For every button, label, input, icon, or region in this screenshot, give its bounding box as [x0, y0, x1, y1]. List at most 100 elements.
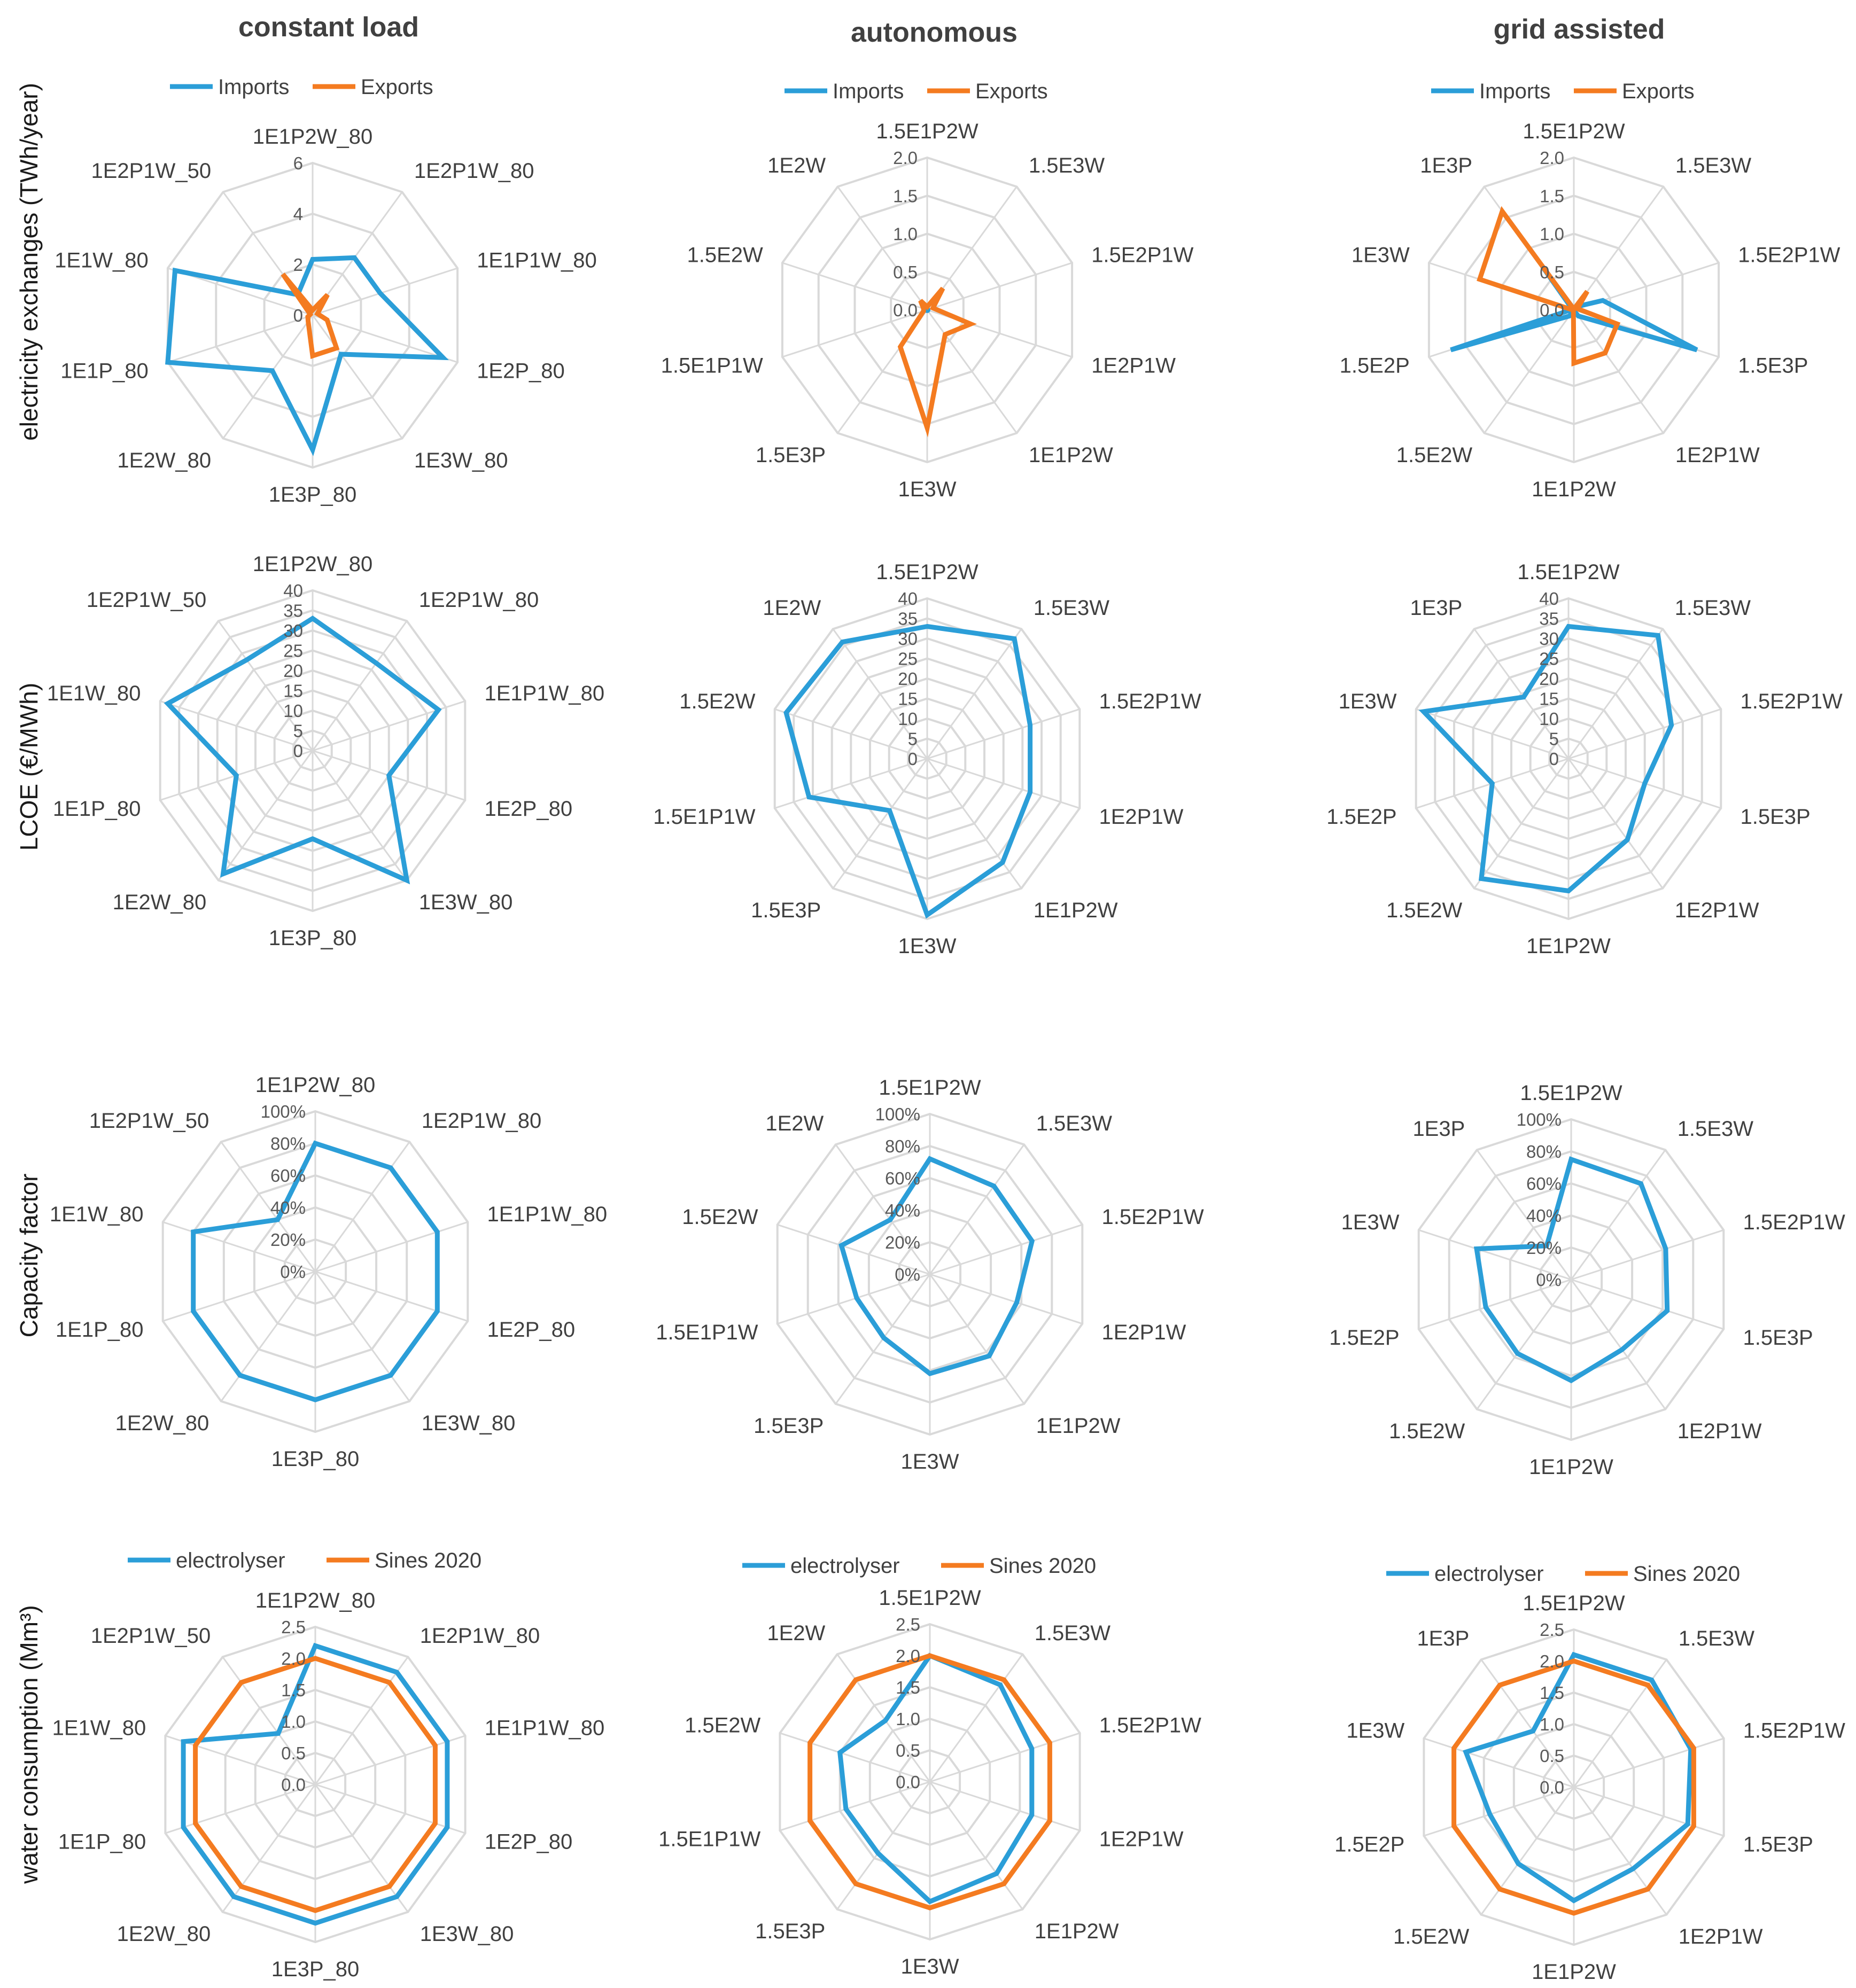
- tick-label: 60%: [1526, 1174, 1562, 1194]
- spoke: [929, 1273, 1083, 1325]
- legend-label-sines-2020: Sines 2020: [375, 1549, 482, 1572]
- category-label: 1E2P1W: [1675, 899, 1759, 922]
- category-label: 1E1P2W: [1034, 899, 1118, 922]
- tick-label: 20: [1539, 669, 1559, 689]
- column-title-constant-load: constant load: [238, 12, 419, 43]
- tick-label: 20: [898, 669, 918, 689]
- series-sines-2020: [1451, 1658, 1696, 1916]
- spoke: [1573, 186, 1664, 310]
- column-title-grid-assisted: grid assisted: [1494, 14, 1665, 45]
- tick-label: 1.0: [281, 1712, 306, 1732]
- spoke: [312, 315, 403, 439]
- spoke: [165, 1783, 316, 1834]
- tick-label: 0.0: [893, 300, 918, 320]
- category-label: 1.5E1P2W: [876, 120, 978, 143]
- category-label: 1.5E2W: [1396, 443, 1473, 467]
- category-label: 1E2P1W: [1099, 805, 1184, 829]
- tick-label: 0: [293, 306, 303, 325]
- legend-label-imports: Imports: [1479, 80, 1550, 103]
- tick-label: 1.5: [281, 1680, 306, 1700]
- category-label: 1.5E1P2W: [1520, 1081, 1622, 1105]
- series-sines-2020: [193, 1656, 438, 1913]
- category-label: 1E2P1W: [1102, 1321, 1186, 1344]
- spoke: [1570, 1149, 1666, 1280]
- category-label: 1E3P_80: [269, 926, 357, 950]
- category-label: 1.5E3W: [1029, 154, 1105, 177]
- spoke: [836, 1781, 931, 1910]
- category-label: 1E2P1W: [1675, 443, 1760, 467]
- tick-label: 0: [293, 741, 303, 761]
- spoke: [832, 758, 928, 889]
- category-label: 1E3P: [1417, 1627, 1469, 1650]
- spoke: [1567, 758, 1664, 889]
- tick-label: 40: [1539, 589, 1559, 609]
- category-label: 1.5E1P1W: [661, 354, 763, 378]
- category-label: 1E3P: [1410, 596, 1462, 620]
- category-label: 1.5E1P1W: [658, 1828, 760, 1851]
- legend-label-exports: Exports: [975, 80, 1048, 103]
- category-label: 1.5E1P2W: [1517, 560, 1619, 584]
- radar-chart: 0% 20% 40% 60% 80% 100% 1.5E1P2W 1.5E3W 1.5E2P1W…: [656, 1076, 1204, 1474]
- tick-label: 0%: [895, 1265, 920, 1284]
- legend-label-imports: Imports: [833, 80, 904, 103]
- spoke: [315, 1783, 466, 1834]
- category-label: 1.5E2P1W: [1743, 1719, 1845, 1742]
- legend-label-electrolyser: electrolyser: [1434, 1562, 1544, 1586]
- tick-label: 35: [898, 609, 918, 629]
- tick-label: 40%: [270, 1198, 306, 1218]
- tick-label: 1.0: [893, 224, 918, 244]
- category-label: 1.5E2P: [1326, 805, 1396, 829]
- spoke: [1480, 1659, 1575, 1788]
- tick-label: 0.0: [281, 1775, 306, 1795]
- tick-label: 0.5: [1540, 1746, 1564, 1766]
- spoke: [929, 1732, 1081, 1783]
- category-label: 1E2W: [765, 1112, 824, 1135]
- radar-chart: 0.0 0.5 1.0 1.5 2.0 2.5 1.5E1P2W 1.5E3W 1.5E2P1W…: [658, 1554, 1201, 1978]
- series-capacity-factor: [838, 1156, 1035, 1376]
- spoke: [315, 1221, 468, 1273]
- row-label-electricity-exchanges: electricity exchanges (TWh/year): [15, 83, 43, 441]
- category-label: 1E2W: [767, 1621, 825, 1645]
- tick-label: 80%: [1526, 1142, 1562, 1161]
- tick-label: 2: [293, 255, 303, 275]
- series-imports: [165, 255, 449, 456]
- category-label: 1E3P: [1412, 1117, 1465, 1141]
- series-sines-2020: [807, 1653, 1052, 1911]
- spoke: [222, 1784, 316, 1913]
- spoke: [1418, 1278, 1572, 1330]
- spoke: [1423, 1786, 1574, 1837]
- spoke: [1571, 1229, 1724, 1281]
- spoke: [1570, 1279, 1666, 1410]
- series-lcoe: [783, 623, 1033, 919]
- spoke: [926, 758, 1022, 889]
- category-label: 1.5E3W: [1678, 1117, 1754, 1141]
- spoke: [1573, 309, 1664, 434]
- tick-label: 40: [283, 581, 303, 601]
- spoke: [929, 1274, 1025, 1405]
- column-title-autonomous: autonomous: [851, 17, 1018, 48]
- spoke: [926, 309, 1018, 434]
- category-label: 1E2P_80: [485, 1830, 573, 1854]
- category-label: 1E3W: [898, 934, 957, 958]
- radar-chart: 0.0 0.5 1.0 1.5 2.0 1.5E1P2W 1.5E3W 1.5E2P1W 1.5…: [1340, 80, 1841, 501]
- spoke: [312, 750, 408, 881]
- tick-label: 5: [908, 729, 918, 749]
- category-label: 1.5E1P2W: [1523, 1592, 1625, 1615]
- spoke: [782, 309, 928, 358]
- spoke: [315, 1270, 468, 1322]
- spoke: [929, 1781, 1081, 1831]
- tick-label: 30: [283, 621, 303, 641]
- tick-label: 2.5: [1540, 1620, 1564, 1640]
- spoke: [777, 1273, 930, 1325]
- tick-label: 0: [908, 749, 918, 769]
- category-label: 1.5E3P: [1741, 805, 1811, 829]
- category-label: 1E1P2W: [1532, 1960, 1616, 1984]
- tick-label: 2.5: [281, 1617, 306, 1637]
- tick-label: 10: [283, 701, 303, 721]
- radar-chart: 0% 20% 40% 60% 80% 100% 1E1P2W_80 1E2P1W_80 1E1P…: [50, 1073, 607, 1471]
- category-label: 1E1P2W: [1035, 1920, 1119, 1943]
- category-label: 1E2W: [763, 596, 821, 620]
- category-label: 1E3W_80: [414, 449, 508, 472]
- tick-label: 2.0: [1540, 148, 1564, 168]
